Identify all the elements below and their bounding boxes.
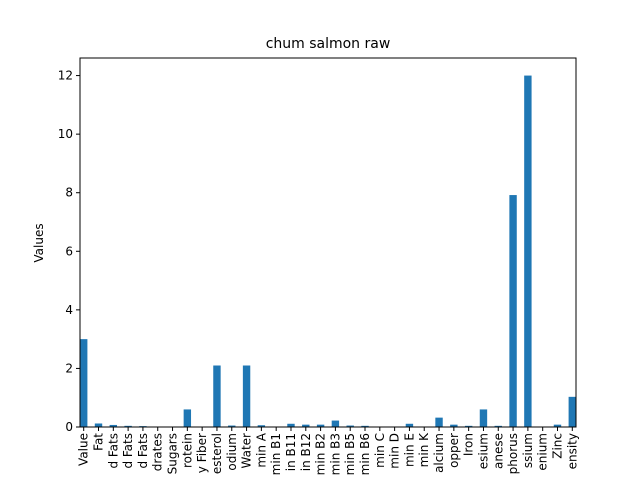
y-axis-label: Values — [32, 223, 46, 262]
x-tick-label: anese — [491, 433, 505, 469]
x-tick-label: Zinc — [550, 433, 564, 459]
bar-25 — [450, 424, 458, 427]
bar-22 — [405, 423, 414, 427]
y-tick-label: 0 — [65, 420, 73, 434]
x-tick-label: opper — [447, 433, 461, 468]
x-tick-label: Sugars — [166, 433, 180, 474]
x-tick-label: in B12 — [299, 433, 313, 471]
bars-group — [80, 75, 576, 427]
bar-16 — [316, 424, 325, 427]
bar-32 — [553, 424, 562, 427]
bar-33 — [568, 396, 576, 427]
x-tick-label: min B3 — [328, 433, 342, 475]
x-tick-label: min K — [417, 432, 431, 467]
bar-15 — [302, 424, 310, 427]
bar-14 — [287, 423, 295, 427]
bar-18 — [346, 425, 354, 427]
x-tick-label: drates — [151, 433, 165, 471]
bar-26 — [464, 425, 473, 427]
x-tick-label: min B6 — [358, 433, 372, 475]
bar-27 — [479, 409, 488, 427]
x-tick-label: enium — [536, 433, 550, 471]
y-tick-label: 4 — [65, 303, 73, 317]
y-tick-label: 6 — [65, 244, 73, 258]
bar-24 — [435, 417, 443, 427]
bar-0 — [80, 339, 88, 427]
x-tick-label: Fat — [92, 433, 106, 451]
x-tick-label: alcium — [432, 433, 446, 473]
x-tick-label: min C — [373, 433, 387, 468]
x-tick-label: ensity — [565, 433, 579, 469]
y-axis-ticks: 0 2 4 6 8 10 12 — [58, 69, 80, 434]
bar-10 — [228, 425, 236, 427]
bar-17 — [331, 420, 340, 427]
x-tick-label: Value — [77, 433, 91, 466]
bar-29 — [509, 195, 517, 427]
x-tick-label: min E — [402, 433, 416, 467]
bar-12 — [257, 425, 266, 427]
x-tick-label: Water — [240, 433, 254, 469]
x-tick-label: min B1 — [269, 433, 283, 475]
x-tick-label: min B2 — [314, 433, 328, 475]
y-tick-label: 10 — [58, 127, 73, 141]
x-axis-ticks: Value Fat d Fats d Fats d Fats drates Sugars ro… — [77, 427, 579, 475]
plot-frame — [79, 57, 577, 428]
bar-28 — [494, 425, 502, 427]
x-tick-label: ssium — [521, 433, 535, 468]
bar-3 — [124, 425, 132, 427]
bar-11 — [242, 365, 251, 427]
bar-2 — [109, 424, 118, 427]
bar-9 — [213, 365, 221, 427]
x-tick-label: phorus — [506, 433, 520, 474]
x-tick-label: Iron — [462, 433, 476, 456]
bar-30 — [524, 75, 532, 427]
bar-19 — [361, 425, 369, 427]
bar-1 — [94, 423, 103, 427]
x-tick-label: rotein — [180, 433, 194, 468]
chart-title: chum salmon raw — [266, 36, 391, 52]
x-tick-label: min B5 — [343, 433, 357, 475]
y-tick-label: 2 — [65, 361, 73, 375]
x-tick-label: min A — [254, 432, 268, 467]
x-tick-label: esium — [476, 433, 490, 469]
x-tick-label: min D — [388, 433, 402, 469]
x-tick-label: odium — [225, 433, 239, 471]
x-tick-label: esterol — [210, 433, 224, 474]
y-tick-label: 12 — [58, 69, 73, 83]
x-tick-label: d Fats — [136, 433, 150, 469]
x-tick-label: in B11 — [284, 433, 298, 471]
bar-7 — [183, 409, 192, 427]
x-tick-label: d Fats — [106, 433, 120, 469]
x-tick-label: d Fats — [121, 433, 135, 469]
y-tick-label: 8 — [65, 186, 73, 200]
x-tick-label: y Fiber — [195, 433, 209, 473]
